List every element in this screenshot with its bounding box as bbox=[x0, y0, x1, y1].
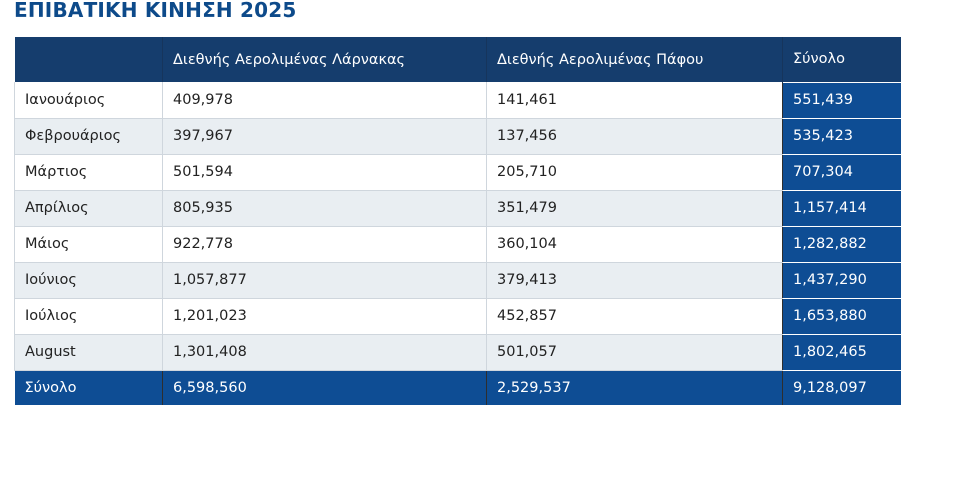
larnaca-cell: 1,057,877 bbox=[162, 262, 487, 299]
month-cell: Φεβρουάριος bbox=[14, 118, 163, 155]
passenger-traffic-table: Διεθνής Αερολιμένας Λάρνακας Διεθνής Αερ… bbox=[14, 37, 901, 405]
paphos-cell: 205,710 bbox=[486, 154, 783, 191]
footer-larnaca-total: 6,598,560 bbox=[162, 370, 487, 405]
larnaca-cell: 501,594 bbox=[162, 154, 487, 191]
paphos-cell: 360,104 bbox=[486, 226, 783, 263]
larnaca-cell: 1,201,023 bbox=[162, 298, 487, 335]
larnaca-cell: 922,778 bbox=[162, 226, 487, 263]
total-cell: 1,653,880 bbox=[782, 298, 901, 335]
paphos-cell: 452,857 bbox=[486, 298, 783, 335]
table-row: Ιανουάριος 409,978 141,461 551,439 bbox=[14, 81, 901, 119]
table-row: Ιούλιος 1,201,023 452,857 1,653,880 bbox=[14, 298, 901, 335]
total-cell: 1,282,882 bbox=[782, 226, 901, 263]
larnaca-cell: 1,301,408 bbox=[162, 334, 487, 371]
header-total: Σύνολο bbox=[782, 37, 901, 82]
month-cell: Ιανουάριος bbox=[14, 82, 163, 119]
larnaca-cell: 397,967 bbox=[162, 118, 487, 155]
total-cell: 707,304 bbox=[782, 154, 901, 191]
total-cell: 1,157,414 bbox=[782, 190, 901, 227]
header-larnaca: Διεθνής Αερολιμένας Λάρνακας bbox=[162, 37, 487, 82]
total-cell: 551,439 bbox=[782, 81, 901, 119]
table-row: Απρίλιος 805,935 351,479 1,157,414 bbox=[14, 190, 901, 227]
table-row: Ιούνιος 1,057,877 379,413 1,437,290 bbox=[14, 262, 901, 299]
paphos-cell: 501,057 bbox=[486, 334, 783, 371]
footer-grand-total: 9,128,097 bbox=[782, 370, 901, 405]
larnaca-cell: 409,978 bbox=[162, 82, 487, 119]
footer-label: Σύνολο bbox=[14, 370, 163, 405]
header-month bbox=[14, 37, 163, 82]
paphos-cell: 379,413 bbox=[486, 262, 783, 299]
table-row: August 1,301,408 501,057 1,802,465 bbox=[14, 334, 901, 371]
table-body: Ιανουάριος 409,978 141,461 551,439 Φεβρο… bbox=[14, 81, 901, 371]
paphos-cell: 351,479 bbox=[486, 190, 783, 227]
paphos-cell: 141,461 bbox=[486, 82, 783, 119]
month-cell: August bbox=[14, 334, 163, 371]
header-row: Διεθνής Αερολιμένας Λάρνακας Διεθνής Αερ… bbox=[14, 37, 901, 82]
footer-paphos-total: 2,529,537 bbox=[486, 370, 783, 405]
table-row: Μάρτιος 501,594 205,710 707,304 bbox=[14, 154, 901, 191]
month-cell: Μάιος bbox=[14, 226, 163, 263]
page-title: ΕΠΙΒΑΤΙΚΗ ΚΙΝΗΣΗ 2025 bbox=[14, 0, 297, 22]
total-cell: 1,437,290 bbox=[782, 262, 901, 299]
table-row: Μάιος 922,778 360,104 1,282,882 bbox=[14, 226, 901, 263]
paphos-cell: 137,456 bbox=[486, 118, 783, 155]
footer-row: Σύνολο 6,598,560 2,529,537 9,128,097 bbox=[14, 370, 901, 405]
table-header: Διεθνής Αερολιμένας Λάρνακας Διεθνής Αερ… bbox=[14, 37, 901, 82]
larnaca-cell: 805,935 bbox=[162, 190, 487, 227]
table-row: Φεβρουάριος 397,967 137,456 535,423 bbox=[14, 118, 901, 155]
header-paphos: Διεθνής Αερολιμένας Πάφου bbox=[486, 37, 783, 82]
total-cell: 535,423 bbox=[782, 118, 901, 155]
month-cell: Ιούλιος bbox=[14, 298, 163, 335]
month-cell: Ιούνιος bbox=[14, 262, 163, 299]
total-cell: 1,802,465 bbox=[782, 334, 901, 371]
month-cell: Μάρτιος bbox=[14, 154, 163, 191]
month-cell: Απρίλιος bbox=[14, 190, 163, 227]
table-footer: Σύνολο 6,598,560 2,529,537 9,128,097 bbox=[14, 370, 901, 405]
